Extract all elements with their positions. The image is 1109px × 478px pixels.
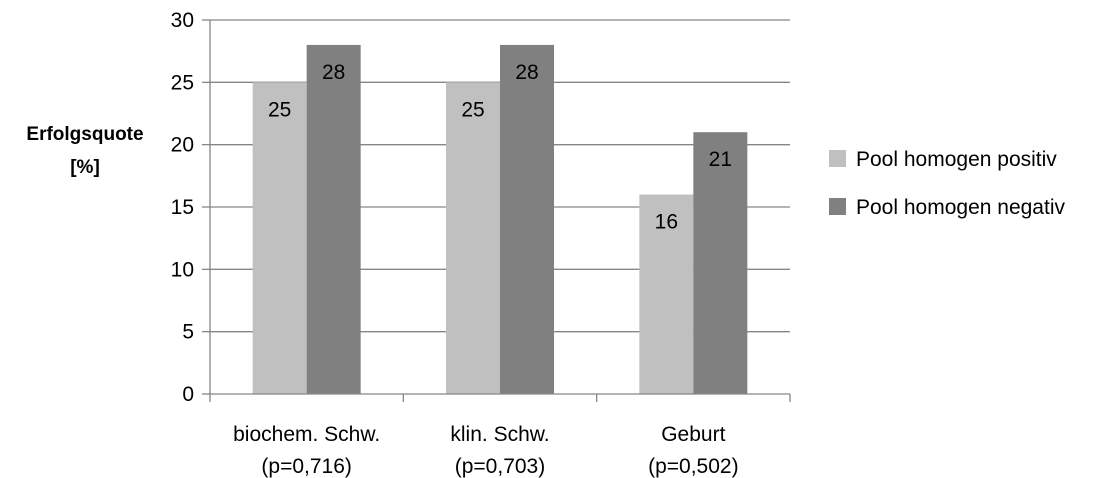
axes: 0 5 10 15 20 25 30 [171, 9, 791, 406]
y-tick-label: 30 [171, 9, 194, 32]
bar [252, 82, 307, 394]
y-tick-label: 25 [171, 71, 194, 94]
data-label: 21 [709, 148, 732, 171]
labels: 25 28 biochem. Schw. (p=0,716) 25 28 klin. Sch… [233, 61, 738, 478]
bar [446, 82, 500, 394]
data-label: 25 [461, 98, 484, 121]
y-tick-label: 0 [182, 383, 194, 406]
bar [306, 44, 361, 394]
bars [252, 44, 748, 394]
y-tick-label: 10 [171, 258, 194, 281]
legend-swatch [829, 150, 846, 167]
y-tick-label: 20 [171, 134, 194, 157]
data-label: 25 [268, 98, 291, 121]
legend-label: Pool homogen positiv [856, 148, 1057, 171]
legend: Pool homogen positiv Pool homogen negativ [829, 148, 1065, 219]
legend-swatch [829, 198, 846, 215]
y-tick-label: 15 [171, 196, 194, 219]
data-label: 28 [322, 61, 345, 84]
bar [500, 44, 554, 394]
bar [639, 194, 694, 394]
x-category-label: (p=0,716) [261, 455, 351, 478]
x-category-label: klin. Schw. [450, 423, 549, 446]
y-axis-title-line-2: [%] [70, 157, 100, 178]
y-axis-title-line-1: Erfolgsquote [26, 124, 143, 145]
legend-label: Pool homogen negativ [856, 196, 1065, 219]
bar [693, 132, 748, 394]
data-label: 16 [655, 211, 678, 234]
y-tick-label: 5 [182, 321, 194, 344]
x-category-label: (p=0,703) [455, 455, 545, 478]
x-category-label: biochem. Schw. [233, 423, 380, 446]
x-category-label: (p=0,502) [648, 455, 738, 478]
x-category-label: Geburt [661, 423, 725, 446]
data-label: 28 [515, 61, 538, 84]
